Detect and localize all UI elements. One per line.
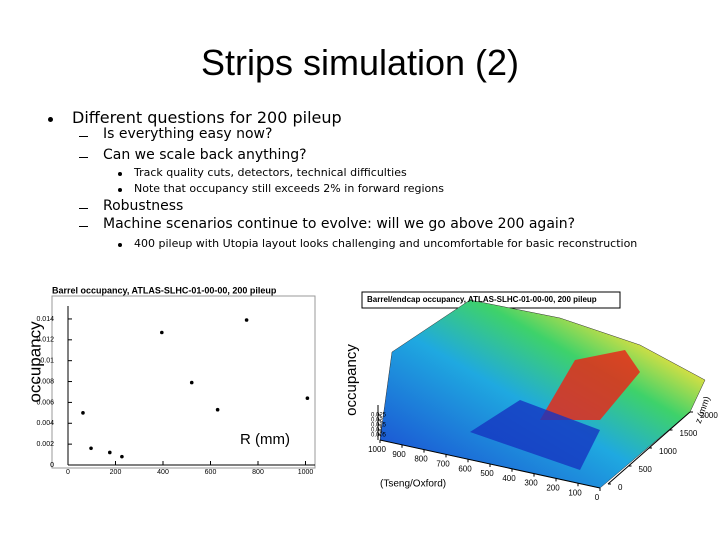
y-axis-label: occupancy bbox=[343, 344, 360, 416]
bullet-marker bbox=[118, 243, 122, 247]
x-tick-label: 0 bbox=[66, 469, 70, 476]
data-point bbox=[244, 318, 249, 322]
r-tick-label: 0 bbox=[595, 493, 600, 502]
r-tick-label: 300 bbox=[524, 479, 538, 488]
y-axis-label: occupancy bbox=[25, 321, 44, 403]
surface-peak bbox=[540, 350, 640, 420]
chart-title: Barrel occupancy, ATLAS-SLHC-01-00-00, 2… bbox=[52, 285, 277, 295]
data-point bbox=[120, 454, 124, 459]
bullet-text: Different questions for 200 pileup bbox=[72, 107, 342, 127]
y-tick-label: 0.012 bbox=[36, 337, 54, 344]
data-point bbox=[215, 407, 220, 412]
data-point bbox=[160, 330, 164, 335]
y-tick-label: 0.006 bbox=[36, 399, 54, 406]
bullet-text: Robustness bbox=[103, 197, 184, 214]
surface bbox=[379, 299, 706, 489]
bullet-text: Can we scale back anything? bbox=[103, 146, 307, 163]
bullet-marker bbox=[79, 136, 88, 137]
bullet-marker bbox=[79, 157, 88, 158]
occupancy-tick-label: 0.01 bbox=[371, 428, 383, 434]
credit: (Tseng/Oxford) bbox=[380, 479, 446, 490]
x-tick-label: 400 bbox=[157, 469, 169, 476]
y-tick-label: 0.014 bbox=[36, 316, 54, 323]
bullet-text: Note that occupancy still exceeds 2% in … bbox=[134, 181, 444, 195]
bullet-text: Track quality cuts, detectors, technical… bbox=[134, 165, 407, 179]
z-tick-label: 1000 bbox=[659, 447, 677, 456]
bullet-marker bbox=[79, 226, 88, 227]
y-tick-label: 0 bbox=[50, 462, 54, 469]
bullet-text: 400 pileup with Utopia layout looks chal… bbox=[134, 236, 638, 250]
bullet-marker bbox=[79, 208, 88, 209]
chart-title: Barrel/endcap occupancy, ATLAS-SLHC-01-0… bbox=[367, 295, 597, 304]
r-tick-label: 500 bbox=[480, 469, 494, 478]
z-tick-label: 1500 bbox=[680, 429, 698, 438]
left-plot-frame bbox=[51, 295, 316, 469]
occupancy-tick-label: 0.02 bbox=[371, 418, 383, 424]
x-tick-label: 600 bbox=[205, 469, 217, 476]
occupancy-tick-label: 0.005 bbox=[371, 433, 387, 439]
r-tick-label: 200 bbox=[546, 484, 560, 493]
r-tick-label: 900 bbox=[392, 450, 406, 459]
y-tick-label: 0.008 bbox=[36, 378, 54, 385]
r-tick-label: 800 bbox=[414, 455, 428, 464]
data-point bbox=[305, 396, 310, 401]
surface-valley bbox=[470, 400, 600, 470]
slide-title: Strips simulation (2) bbox=[200, 42, 520, 83]
r-tick-label: 100 bbox=[568, 488, 582, 497]
x-tick-label: 200 bbox=[110, 469, 122, 476]
y-tick-label: 0.002 bbox=[36, 441, 54, 448]
bullet-marker bbox=[118, 172, 122, 176]
data-point bbox=[81, 411, 85, 415]
z-tick-label: 500 bbox=[639, 465, 653, 474]
data-point bbox=[89, 446, 93, 451]
z-tick-label: 2000 bbox=[700, 411, 718, 420]
z-tick-label: 0 bbox=[618, 483, 623, 492]
bullet-marker bbox=[48, 116, 53, 122]
y-tick-label: 0.004 bbox=[36, 420, 54, 427]
bullet-text: Is everything easy now? bbox=[103, 125, 273, 142]
x-axis-label: R (mm) bbox=[240, 431, 290, 448]
x-tick-label: 1000 bbox=[298, 469, 314, 476]
r-tick-label: 400 bbox=[502, 474, 516, 483]
bullet-marker bbox=[118, 188, 122, 192]
occupancy-tick-label: 0.015 bbox=[371, 423, 387, 429]
data-point bbox=[108, 450, 112, 455]
r-tick-label: 1000 bbox=[368, 445, 386, 454]
r-tick-label: 700 bbox=[436, 460, 450, 469]
y-tick-label: 0.01 bbox=[40, 358, 54, 365]
data-point bbox=[189, 380, 194, 385]
bullet-text: Machine scenarios continue to evolve: wi… bbox=[103, 215, 576, 232]
x-tick-label: 800 bbox=[252, 469, 264, 476]
r-tick-label: 600 bbox=[458, 464, 472, 473]
occupancy-tick-label: 0.025 bbox=[371, 413, 387, 419]
